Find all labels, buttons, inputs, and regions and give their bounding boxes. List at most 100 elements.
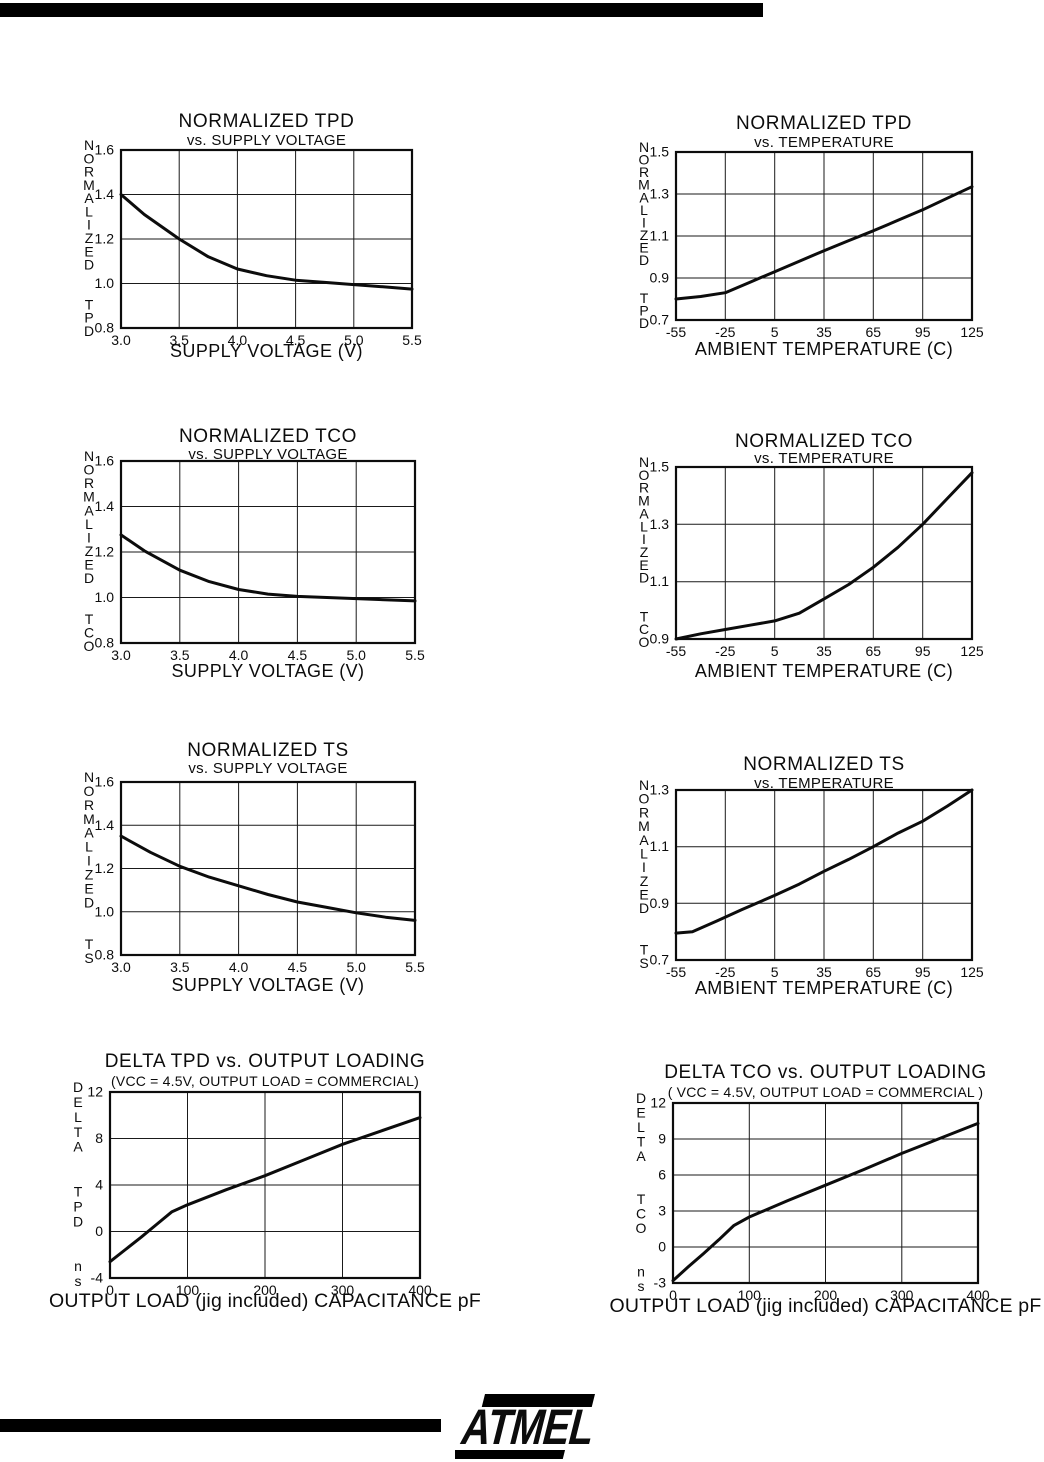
y-axis-letter: R — [639, 804, 649, 820]
y-axis-letter: D — [73, 1079, 83, 1095]
data-curve — [108, 1116, 422, 1264]
plot-border — [671, 1101, 980, 1285]
y-axis-letter: T — [74, 1124, 83, 1140]
chart-subtitle: vs. SUPPLY VOLTAGE — [187, 132, 346, 149]
y-axis-letter: C — [636, 1206, 646, 1222]
y-tick-label: 0.7 — [650, 952, 670, 968]
y-axis-letter: E — [84, 557, 93, 573]
y-tick-label: 1.0 — [95, 589, 115, 605]
x-tick-label: 5.0 — [346, 647, 366, 663]
x-tick-label: 4.5 — [288, 959, 308, 975]
y-axis-letter: n — [637, 1264, 645, 1280]
y-tick-label: 1.0 — [95, 275, 115, 291]
chart-title: NORMALIZED TCO — [735, 431, 913, 452]
y-tick-label: 1.4 — [95, 186, 115, 202]
x-tick-label: -25 — [715, 324, 735, 340]
y-axis-letter: M — [638, 177, 650, 193]
x-tick-label: 100 — [176, 1282, 200, 1298]
chart-subtitle: vs. TEMPERATURE — [754, 775, 894, 792]
x-tick-label: 95 — [915, 643, 931, 659]
y-axis-letter: I — [642, 859, 646, 875]
y-tick-label: 1.2 — [95, 231, 115, 247]
x-axis-label: SUPPLY VOLTAGE (V) — [172, 661, 365, 681]
y-axis-letter: D — [73, 1213, 83, 1229]
y-axis-letter: Z — [85, 230, 94, 246]
y-axis-letter: O — [84, 783, 95, 799]
y-axis-letter: E — [73, 1094, 82, 1110]
y-axis-letter: Z — [85, 867, 94, 883]
x-tick-label: 4.5 — [288, 647, 308, 663]
y-axis-letter: A — [84, 190, 94, 206]
y-tick-label: 1.2 — [95, 860, 115, 876]
y-tick-label: -3 — [654, 1275, 667, 1291]
atmel-logo-graphic: ATMEL — [452, 1394, 601, 1459]
data-curve — [674, 471, 974, 641]
x-axis-label: SUPPLY VOLTAGE (V) — [172, 975, 365, 995]
y-axis-letter: R — [84, 797, 94, 813]
x-tick-label: 5.5 — [402, 332, 422, 348]
y-axis-letter: A — [639, 832, 649, 848]
x-axis-label: AMBIENT TEMPERATURE (C) — [695, 978, 953, 998]
y-axis-letter: Z — [640, 873, 649, 889]
y-axis-letter: I — [87, 217, 91, 233]
x-tick-label: 3.5 — [169, 332, 189, 348]
y-tick-label: 12 — [650, 1095, 666, 1111]
chart-canvas: DELTA TPD vs. OUTPUT LOADING(VCC = 4.5V,… — [49, 1051, 481, 1312]
y-axis-letter: L — [640, 202, 648, 218]
x-tick-label: 5 — [771, 964, 779, 980]
x-tick-label: -55 — [666, 964, 686, 980]
y-axis-letter: M — [83, 177, 95, 193]
y-axis-letter: T — [85, 936, 94, 952]
y-tick-label: 1.6 — [95, 774, 115, 790]
x-axis-label: SUPPLY VOLTAGE (V) — [170, 341, 363, 361]
data-curve — [674, 788, 974, 935]
data-curve — [119, 193, 414, 291]
y-axis-letter: L — [74, 1109, 82, 1125]
y-axis-letter: T — [637, 1191, 646, 1207]
y-axis-letter: D — [84, 570, 94, 586]
y-tick-label: -4 — [91, 1270, 104, 1286]
y-tick-label: 1.5 — [650, 459, 670, 475]
y-axis-letter: A — [636, 1148, 646, 1164]
x-tick-label: 400 — [966, 1287, 990, 1303]
y-axis-letter: T — [640, 290, 649, 306]
y-tick-label: 8 — [95, 1130, 103, 1146]
logo-top-bar — [481, 1394, 595, 1407]
data-curve — [671, 1121, 980, 1283]
x-tick-label: 65 — [866, 643, 882, 659]
x-tick-label: -25 — [715, 964, 735, 980]
y-axis-letter: N — [639, 454, 649, 470]
y-axis-letter: L — [637, 1119, 645, 1135]
y-axis-letter: S — [84, 950, 93, 966]
chart-normalized-ts-vs-supply-voltage: NORMALIZED TS vs. SUPPLY VOLTAGE SUPPLY VO… — [51, 734, 480, 1017]
y-axis-letter: L — [85, 203, 93, 219]
y-axis-letter: R — [84, 475, 94, 491]
y-axis-letter: T — [85, 611, 94, 627]
y-axis-letter: T — [74, 1184, 83, 1200]
x-tick-label: 200 — [253, 1282, 277, 1298]
x-tick-label: 0 — [669, 1287, 677, 1303]
chart-normalized-tpd-vs-supply-voltage: NORMALIZED TPD vs. SUPPLY VOLTAGE SUPPLY V… — [51, 105, 477, 383]
y-tick-label: 0.9 — [650, 270, 670, 286]
chart-normalized-ts-vs-temperature: NORMALIZED TS vs. TEMPERATURE AMBIENT TEMP… — [606, 748, 1037, 1020]
x-tick-label: 100 — [738, 1287, 762, 1303]
x-tick-label: 95 — [915, 324, 931, 340]
x-tick-label: 4.0 — [229, 959, 249, 975]
x-axis-label: AMBIENT TEMPERATURE (C) — [695, 661, 953, 681]
y-axis-letter: O — [636, 1220, 647, 1236]
y-tick-label: 0 — [95, 1223, 103, 1239]
y-tick-label: 1.6 — [95, 453, 115, 469]
y-tick-label: 12 — [87, 1084, 103, 1100]
y-axis-letter: O — [639, 467, 650, 483]
chart-subtitle: vs. TEMPERATURE — [754, 134, 894, 151]
y-tick-label: 1.1 — [650, 228, 670, 244]
chart-subtitle: ( VCC = 4.5V, OUTPUT LOAD = COMMERCIAL ) — [668, 1084, 984, 1100]
y-axis-letter: N — [639, 777, 649, 793]
y-axis-letter: P — [639, 302, 648, 318]
y-tick-label: 1.3 — [650, 186, 670, 202]
y-tick-label: 0.7 — [650, 312, 670, 328]
